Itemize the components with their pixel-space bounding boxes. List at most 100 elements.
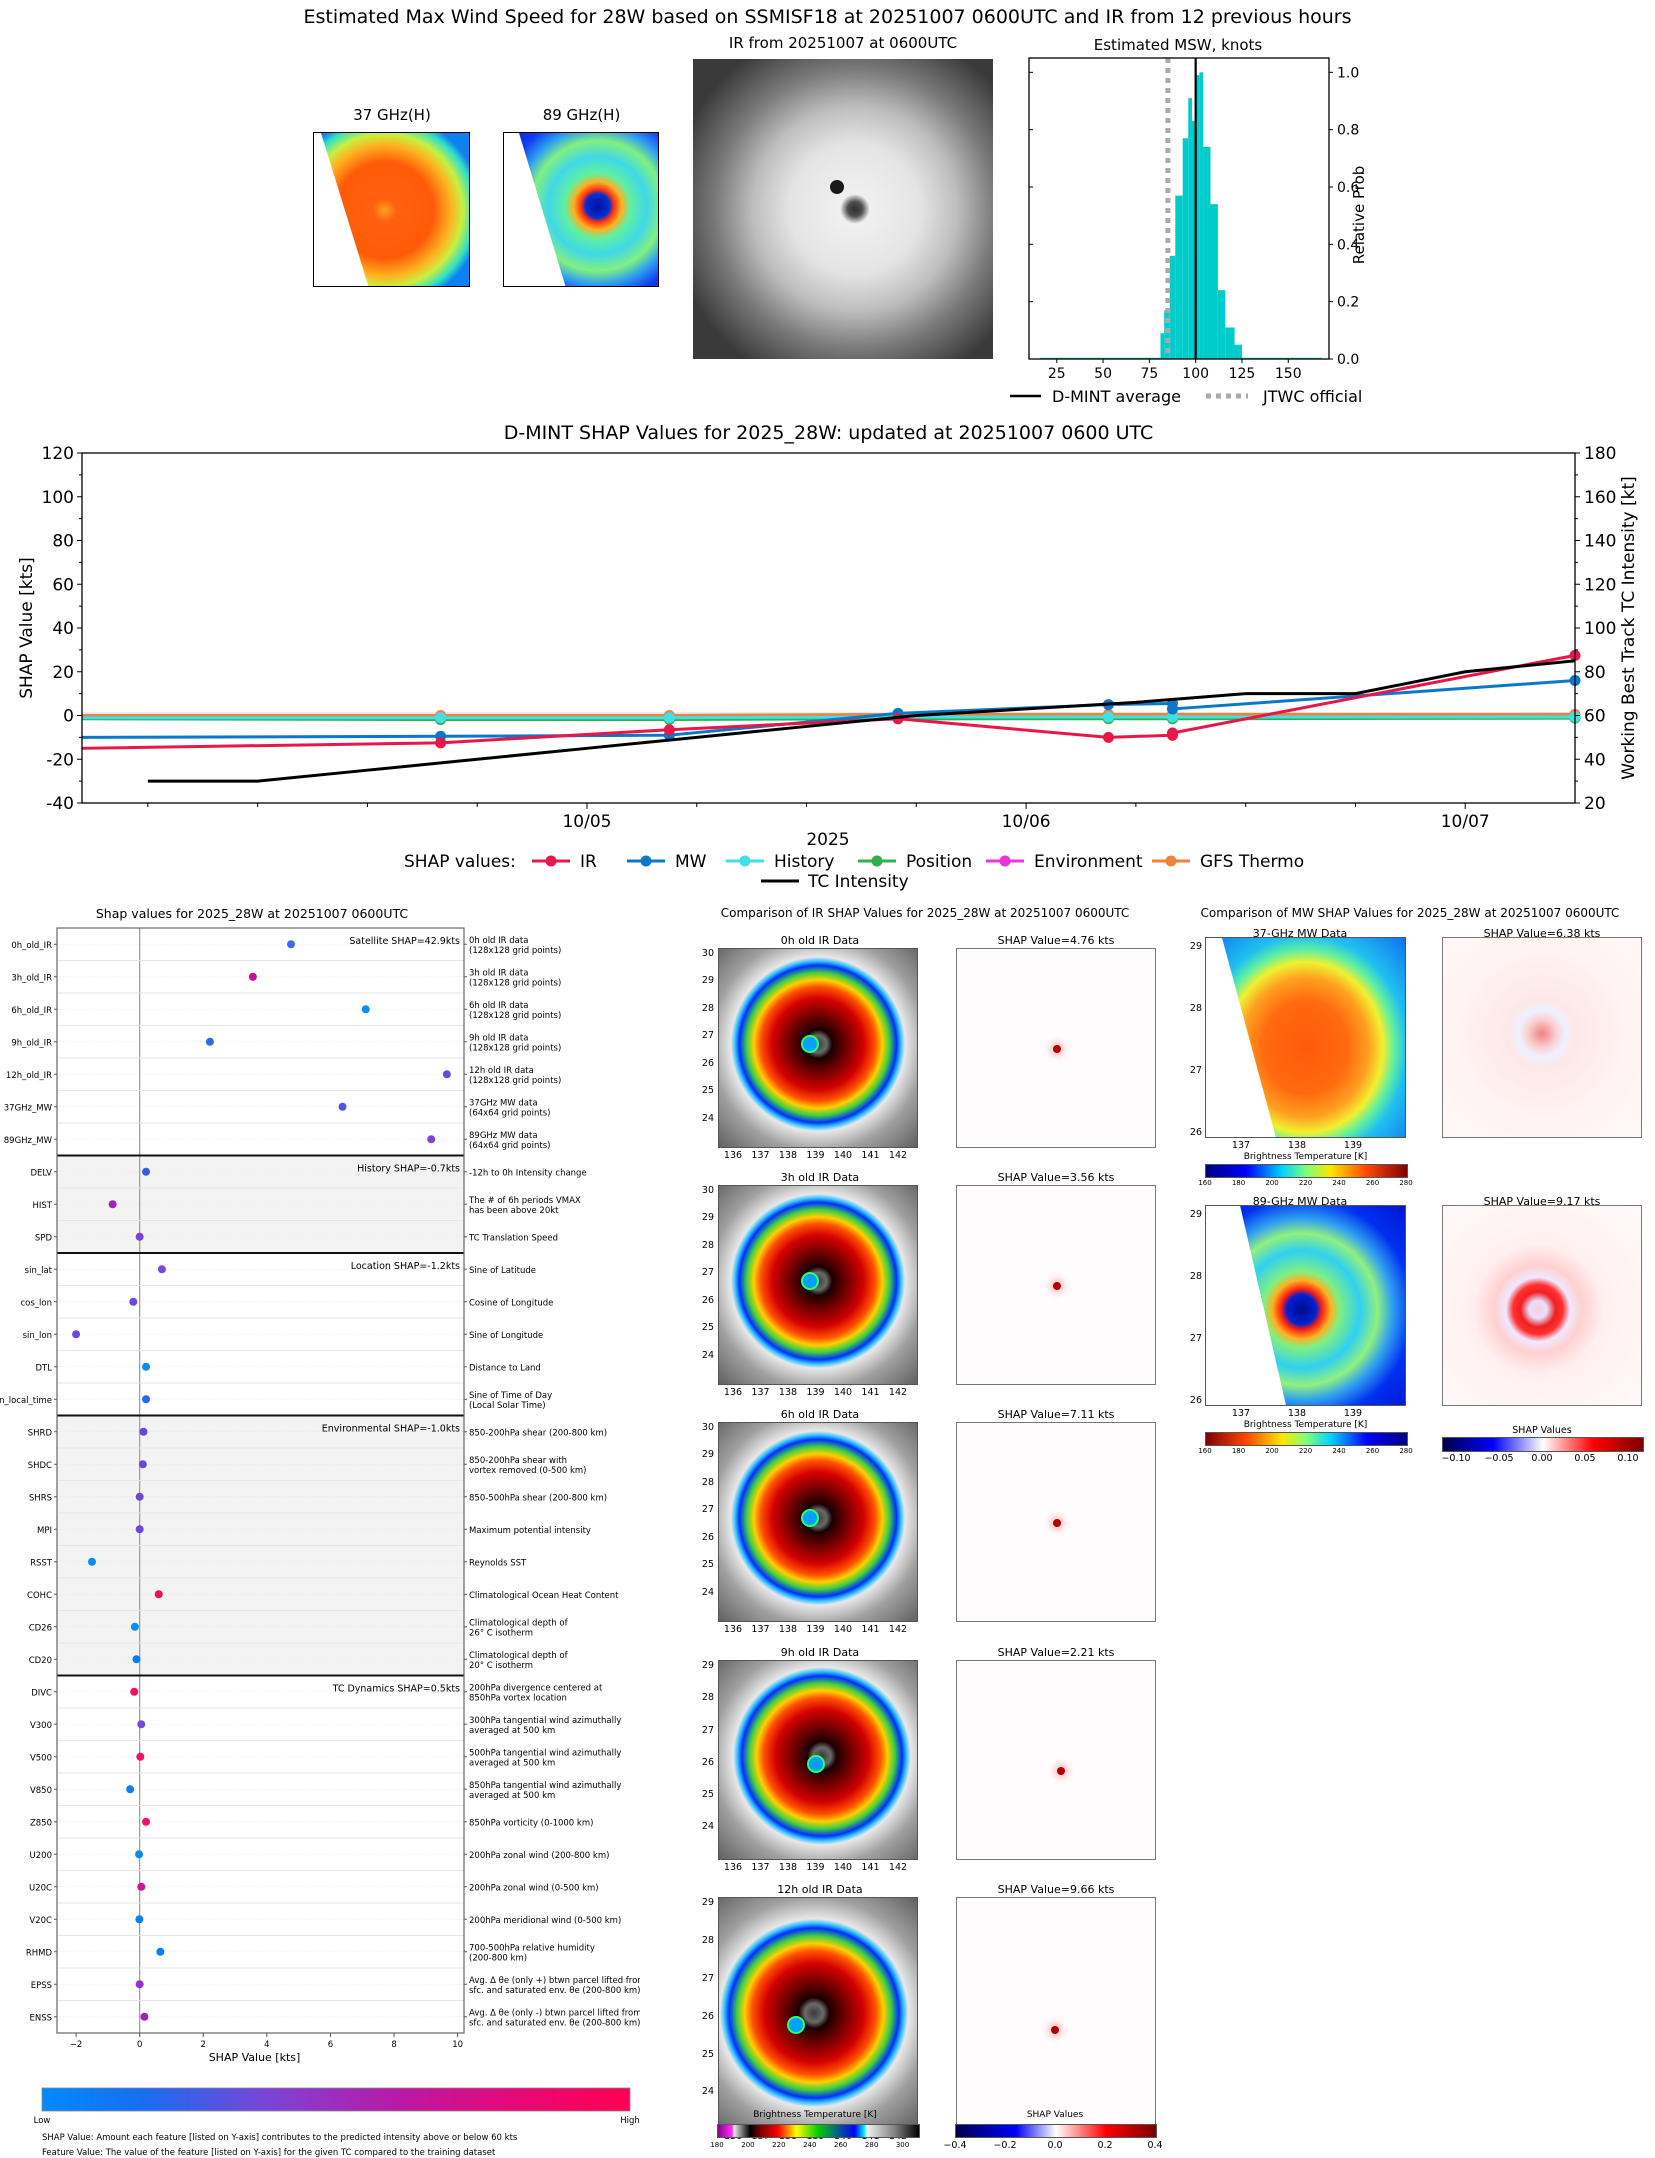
mw-shap-colorbar-label: SHAP Values [1512,1425,1572,1436]
legend-label-tc-intensity: TC Intensity [807,872,909,892]
feature-shap-point [137,1720,146,1729]
histogram-bar [1203,146,1211,359]
shap-hotspot [1057,1767,1065,1775]
y-tick-label: -20 [46,750,74,770]
feature-name: RHMD [26,1948,53,1958]
feature-description: TC Translation Speed [468,1233,558,1243]
feature-description: (128x128 grid points) [469,1076,561,1086]
y-tick-label: 20 [52,663,74,683]
ir-shap-tick-label: −0.2 [993,2140,1017,2151]
feature-description: sfc. and saturated env. θe (200-800 km) [469,2018,640,2028]
y2-tick-label: 100 [1584,619,1616,639]
feature-shap-point [130,1622,139,1631]
ir-bt-tick-label: 240 [803,2141,817,2149]
x-tick-label: −2 [70,2040,83,2050]
ir-lon-tick-label: 136 [723,1150,743,1161]
legend-marker-ir [545,855,557,867]
feature-description: has been above 20kt [469,1206,559,1216]
histogram-bar [1210,204,1218,359]
ir-lat-tick-label: 27 [701,1267,714,1279]
feature-description: Sine of Time of Day [469,1391,552,1401]
y-tick-label: 40 [52,619,74,639]
mw-shap-title: SHAP Value=6.38 kts [1483,927,1601,940]
feature-description: (128x128 grid points) [469,978,561,988]
ir-lon-tick-label: 139 [806,1862,825,1873]
mw-bt-colorbar [1205,1164,1408,1178]
x-tick-label: 8 [391,2040,396,2050]
feature-shap-point [87,1557,96,1566]
x-tick-label: 10/05 [562,812,611,832]
feature-name: U20C [29,1883,52,1893]
feature-name: RSST [30,1558,53,1568]
feature-description: -12h to 0h Intensity change [469,1168,587,1178]
feature-name: SHDC [28,1461,52,1471]
mw-shap-map [1442,1205,1642,1406]
feature-name: CD26 [29,1623,52,1633]
feature-description: 9h old IR data [469,1033,528,1043]
mw-bt-colorbar-label: Brightness Temperature [K] [1243,1152,1368,1162]
feature-description: 6h old IR data [469,1001,528,1011]
feature-shap-point [338,1102,347,1111]
x-axis-label: SHAP Value [kts] [209,2051,301,2064]
feature-shap-point [142,1817,151,1826]
y-tick-label: 80 [52,532,74,552]
feature-name: 3h_old_IR [11,973,52,983]
ir-image-graphic [693,59,993,359]
ir-lat-tick-label: 26 [701,1756,714,1768]
ir-shap-map [956,1897,1156,2129]
histogram-y-tick-label: 0.6 [1337,180,1359,196]
eye-feature [801,1035,819,1053]
ir-lat-tick-label: 25 [701,1322,714,1334]
histogram-y-tick-label: 1.0 [1337,65,1359,81]
timeseries-y-label: SHAP Value [kts] [17,557,37,699]
mw-lon-tick-label: 138 [1287,1408,1307,1419]
ir-bt-tick-label: 300 [895,2141,910,2149]
mw-data-title: 89-GHz MW Data [1252,1195,1348,1208]
ir-shap-tick-label: 0.4 [1147,2140,1163,2151]
mw-lat-tick-label: 27 [1189,1333,1202,1344]
ir-lat-tick-label: 24 [701,2086,714,2098]
x-tick-label: 6 [328,2040,333,2050]
mw-lon-tick-label: 137 [1231,1140,1251,1151]
ir-data-title: 6h old IR Data [780,1408,860,1421]
ir-shap-title: SHAP Value=9.66 kts [997,1883,1115,1896]
mw-lon-tick-label: 138 [1287,1140,1307,1151]
ir-lon-tick-label: 137 [751,1862,770,1873]
ir-lat-tick-label: 25 [701,1085,714,1097]
feature-shap-point [72,1330,81,1339]
features-plot-body: Satellite SHAP=42.9kts 0h_old_IR 0h old IR… [0,927,640,2158]
y2-tick-label: 60 [1584,707,1606,727]
ir-data-title: 0h old IR Data [780,934,860,947]
ir-lon-tick-label: 140 [833,1387,853,1398]
feature-name: SHRD [28,1428,53,1438]
feature-description: averaged at 500 km [469,1791,555,1801]
ir-bt-tick-label: 180 [710,2141,724,2149]
feature-description: averaged at 500 km [469,1726,555,1736]
shap-timeseries-chart: -40 -20 0 20 40 60 80 100 120 20 40 60 80 100 120 140 1… [17,444,1639,892]
mw-lat-tick-label: 28 [1189,1003,1202,1014]
legend-label-ir: IR [580,852,597,872]
feature-description: 26° C isotherm [469,1628,533,1638]
eye-feature [801,1509,819,1527]
ir-shap-colorbar-label: SHAP Values [1026,2110,1084,2120]
feature-description: 200hPa meridional wind (0-500 km) [469,1916,621,1926]
ir-shap-map [956,1660,1156,1860]
timeseries-y2-label: Working Best Track TC Intensity [kt] [1619,476,1639,780]
ir-bt-tick-label: 260 [834,2141,848,2149]
feature-description: 850hPa tangential wind azimuthally [469,1781,621,1791]
histogram-bar [1195,75,1200,359]
feature-description: 850-500hPa shear (200-800 km) [469,1493,607,1503]
group-shap-label: TC Dynamics SHAP=0.5kts [332,1684,460,1695]
y-tick-label: 120 [42,444,74,464]
feature-name: 89GHz_MW [4,1136,53,1146]
histogram-title: Estimated MSW, knots [1094,36,1263,54]
feature-name: 37GHz_MW [4,1103,53,1113]
ir-shap-title: SHAP Value=7.11 kts [997,1408,1115,1421]
feature-description: 200hPa zonal wind (0-500 km) [469,1883,599,1893]
series-marker-mw [1166,703,1178,715]
histogram-x-tick-label: 125 [1229,366,1256,382]
x-tick-label: 0 [137,2040,142,2050]
feature-shap-point [142,1395,151,1404]
ir-lat-tick-label: 30 [701,948,714,959]
feature-name: V500 [30,1753,52,1763]
